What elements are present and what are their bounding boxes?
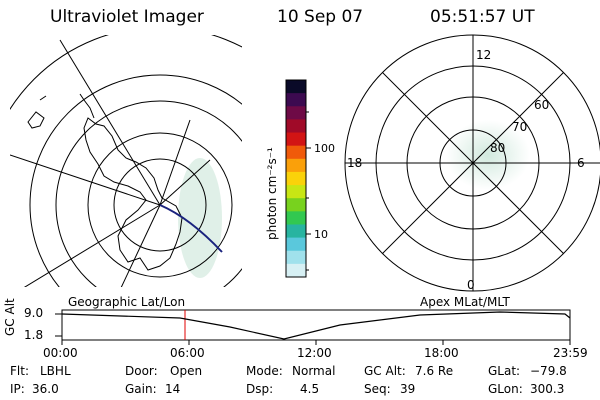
info-dsp-key: Dsp: [246, 382, 274, 396]
info-ip-key: IP: [10, 382, 25, 396]
info-dsp-value: 4.5 [300, 382, 320, 396]
colorbar-swatch-6 [286, 158, 306, 173]
peninsula-outline [79, 93, 95, 119]
lat-circle-2 [29, 74, 242, 287]
xtick-label-4: 23:59 [553, 346, 588, 360]
time-label: 05:51:57 UT [430, 7, 535, 27]
meridian-1 [59, 39, 161, 206]
info-flt-key: Flt: [10, 364, 29, 378]
info-gcalt-key: GC Alt: [364, 364, 406, 378]
info-ip-value: 36.0 [32, 382, 59, 396]
island-outline [39, 95, 47, 101]
colorbar-swatch-13 [286, 250, 306, 265]
info-glon-key: GLon: [488, 382, 523, 396]
polar-diag-2 [382, 72, 564, 254]
terminator-track [159, 204, 223, 253]
antarctica-outline [83, 117, 183, 271]
info-glat-value: −79.8 [530, 364, 567, 378]
timeline-axis-title: GC Alt [3, 298, 17, 336]
aurora-glow-polar [446, 120, 530, 190]
info-flt-value: LBHL [40, 364, 71, 378]
info-gcalt-value: 7.6 Re [415, 364, 454, 378]
colorbar-swatch-12 [286, 237, 306, 252]
lat-circle-5 [113, 158, 207, 252]
meridian-2 [10, 154, 161, 206]
info-mode-key: Mode: [246, 364, 283, 378]
colorbar-swatch-10 [286, 211, 306, 225]
polar-plot [344, 34, 600, 292]
info-seq-key: Seq: [364, 382, 391, 396]
colorbar: 100 10 photon cm⁻²s⁻¹ [265, 79, 335, 278]
xtick-label-3: 18:00 [424, 346, 459, 360]
colorbar-tick-label-10: 10 [314, 228, 328, 241]
info-glat-key: GLat: [488, 364, 521, 378]
colorbar-swatch-8 [286, 185, 306, 199]
colorbar-tick-label-100: 100 [314, 142, 335, 155]
meridian-3 [23, 204, 161, 287]
xtick-label-0: 00:00 [43, 346, 78, 360]
lat-label-70: 70 [512, 120, 527, 134]
instrument-title: Ultraviolet Imager [50, 7, 204, 27]
info-door-value: Open [170, 364, 203, 378]
colorbar-swatch-2 [286, 106, 306, 120]
colorbar-frame [285, 79, 307, 278]
colorbar-swatch-9 [286, 198, 306, 212]
info-glon-value: 300.3 [530, 382, 565, 396]
mlt-label-6: 6 [577, 156, 585, 170]
mlt-label-12: 12 [476, 48, 491, 62]
colorbar-swatch-1 [286, 93, 306, 107]
colorbar-units-label: photon cm⁻²s⁻¹ [265, 147, 279, 240]
lat-circle-4 [87, 132, 233, 278]
colorbar-swatch-14 [286, 263, 306, 278]
timeline-frame [61, 309, 571, 341]
colorbar-swatches [286, 80, 306, 278]
geographic-map [10, 35, 242, 287]
meridian-4 [120, 204, 161, 287]
colorbar-swatch-4 [286, 132, 306, 147]
ytick-label-top: 9.0 [24, 306, 44, 320]
lat-label-80: 80 [490, 141, 505, 155]
colorbar-swatch-7 [286, 171, 306, 186]
xtick-label-1: 06:00 [170, 346, 205, 360]
info-door-key: Door: [125, 364, 158, 378]
date-label: 10 Sep 07 [277, 7, 364, 27]
meridian-6 [159, 119, 191, 206]
info-mode-value: Normal [292, 364, 336, 378]
mlt-label-0: 0 [467, 278, 475, 292]
mlt-label-18: 18 [347, 156, 362, 170]
timeline-right-label: Apex MLat/MLT [420, 295, 510, 309]
timeline-panel [55, 309, 571, 345]
lat-circle-3 [55, 100, 242, 287]
colorbar-swatch-3 [286, 119, 306, 134]
info-gain-value: 14 [165, 382, 181, 396]
meridian-5 [159, 159, 211, 206]
lat-label-60: 60 [534, 98, 549, 112]
timeline-left-label: Geographic Lat/Lon [68, 295, 186, 309]
colorbar-swatch-0 [286, 80, 306, 94]
info-gain-key: Gain: [125, 382, 157, 396]
xtick-label-2: 12:00 [297, 346, 332, 360]
aurora-glow-geo [178, 158, 222, 278]
south-america-tip [27, 111, 45, 129]
colorbar-swatch-11 [286, 224, 306, 239]
ytick-label-bottom: 1.8 [24, 328, 44, 342]
colorbar-swatch-5 [286, 145, 306, 160]
info-seq-value: 39 [400, 382, 416, 396]
altitude-curve [61, 311, 571, 340]
